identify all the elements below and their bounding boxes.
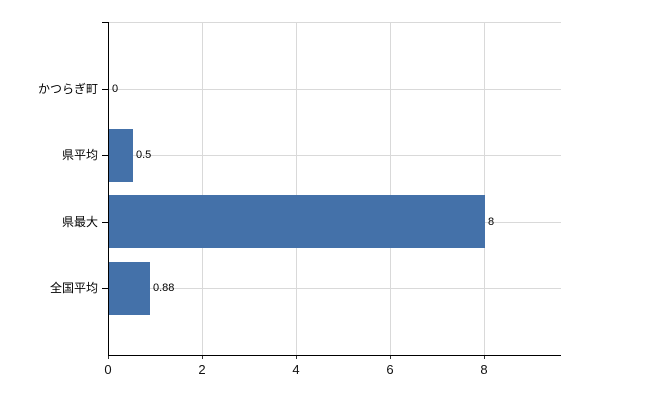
bar-value-label: 0	[112, 83, 119, 95]
x-axis-tick-label: 0	[104, 362, 112, 377]
x-gridline	[390, 23, 391, 355]
category-tick	[102, 222, 108, 223]
category-tick	[102, 155, 108, 156]
bar	[109, 262, 150, 315]
category-label: 県平均	[61, 148, 98, 162]
x-axis-tick	[202, 356, 203, 359]
y-gridline	[109, 155, 561, 156]
category-axis-end-tick	[102, 22, 108, 23]
x-axis-tick-label: 4	[292, 362, 300, 377]
y-gridline	[109, 288, 561, 289]
x-axis-tick-label: 8	[480, 362, 488, 377]
x-axis-tick	[390, 356, 391, 359]
x-gridline	[484, 23, 485, 355]
x-axis-tick-label: 2	[198, 362, 206, 377]
x-gridline	[296, 23, 297, 355]
plot-top-border	[109, 22, 561, 23]
bar	[109, 129, 133, 182]
bar-value-label: 0.5	[136, 149, 152, 161]
x-axis-tick	[108, 356, 109, 359]
x-axis-line	[108, 355, 561, 356]
bar-value-label: 0.88	[153, 282, 175, 294]
bar	[109, 195, 485, 248]
category-tick	[102, 89, 108, 90]
y-axis-line	[108, 22, 109, 356]
bar-value-label: 8	[488, 216, 495, 228]
category-tick	[102, 288, 108, 289]
x-axis-tick	[484, 356, 485, 359]
x-axis-tick	[296, 356, 297, 359]
category-label: 全国平均	[49, 281, 98, 295]
x-gridline	[202, 23, 203, 355]
y-gridline	[109, 89, 561, 90]
category-label: 県最大	[61, 215, 98, 229]
x-axis-tick-label: 6	[386, 362, 394, 377]
category-label: かつらぎ町	[37, 82, 98, 96]
